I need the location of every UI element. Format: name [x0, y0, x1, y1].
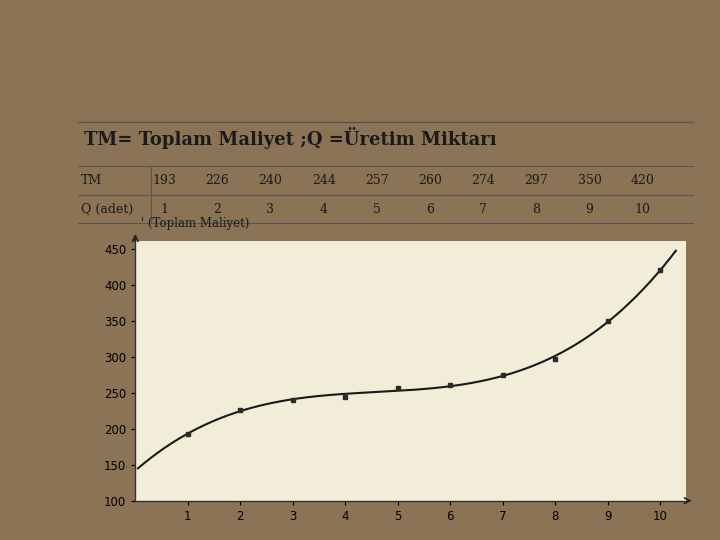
Text: 8: 8: [532, 202, 541, 215]
Text: Q (adet): Q (adet): [81, 202, 133, 215]
Text: 244: 244: [312, 174, 336, 187]
Text: 350: 350: [577, 174, 601, 187]
Text: 2: 2: [213, 202, 221, 215]
Text: Polinomial Fonksiyonlar: Polinomial Fonksiyonlar: [91, 34, 427, 61]
Text: 260: 260: [418, 174, 442, 187]
Text: 4: 4: [320, 202, 328, 215]
Text: 257: 257: [365, 174, 389, 187]
Text: 7: 7: [480, 202, 487, 215]
Text: 274: 274: [472, 174, 495, 187]
Text: Kübik Model: Kübik Model: [91, 81, 207, 99]
Text: 297: 297: [525, 174, 548, 187]
Text: 5: 5: [373, 202, 381, 215]
Text: TM: TM: [81, 174, 102, 187]
Text: 10: 10: [635, 202, 651, 215]
Text: 9: 9: [585, 202, 593, 215]
Text: 3: 3: [266, 202, 274, 215]
Text: TM= Toplam Maliyet ;Q =Üretim Miktarı: TM= Toplam Maliyet ;Q =Üretim Miktarı: [84, 127, 497, 150]
Text: 6: 6: [426, 202, 434, 215]
Text: 1: 1: [160, 202, 168, 215]
Text: 240: 240: [258, 174, 282, 187]
Text: 226: 226: [205, 174, 229, 187]
Text: 420: 420: [631, 174, 654, 187]
Text: 193: 193: [152, 174, 176, 187]
Text: ' (Toplam Maliyet): ' (Toplam Maliyet): [141, 217, 249, 230]
